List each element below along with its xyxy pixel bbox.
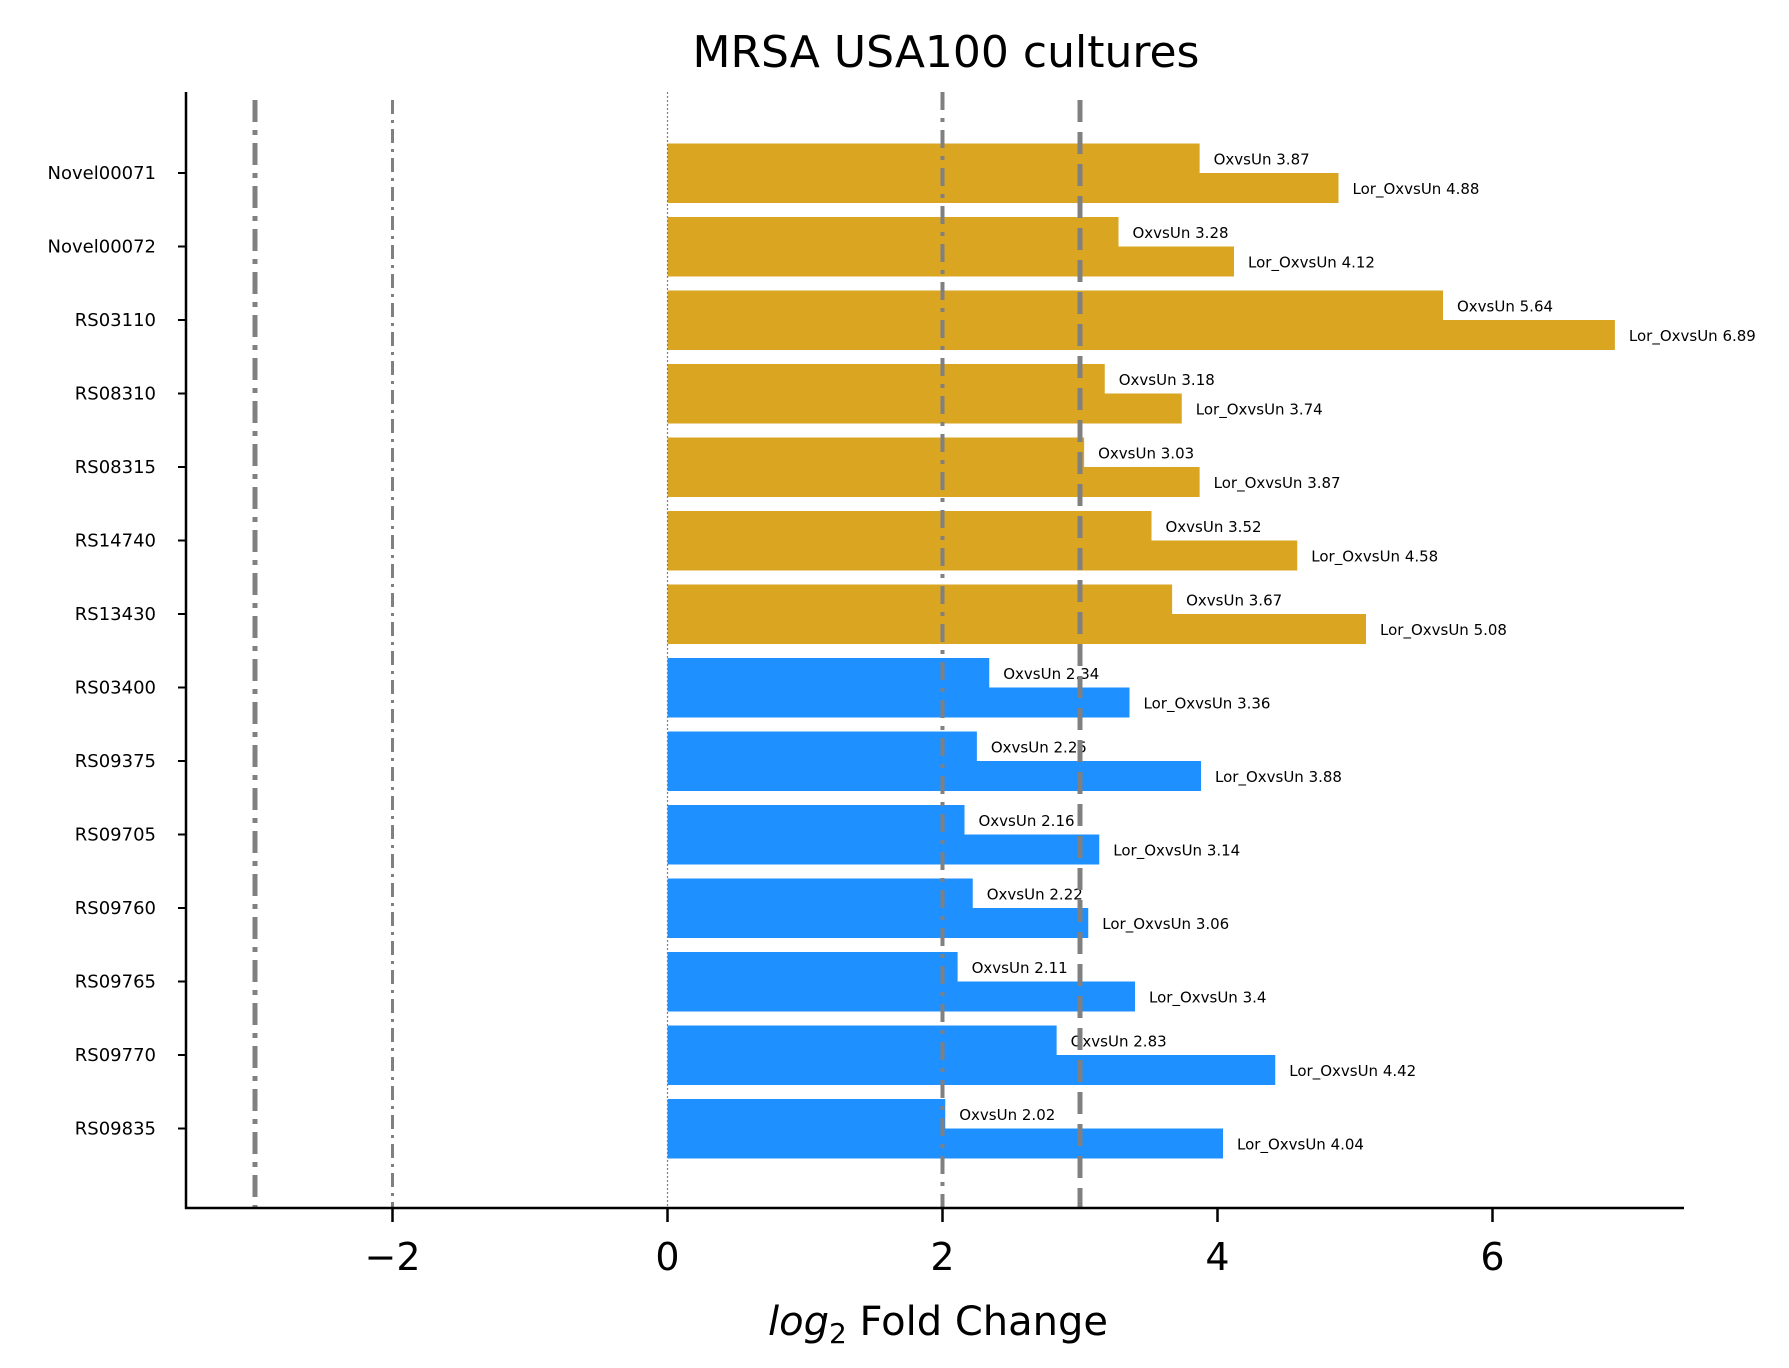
bar-rs09375-oxvsun bbox=[667, 731, 977, 762]
bar-label-rs09705-oxvsun: OxvsUn 2.16 bbox=[979, 812, 1075, 830]
bar-label-rs08315-lor-oxvsun: Lor_OxvsUn 3.87 bbox=[1214, 474, 1341, 493]
x-axis-label-log: log bbox=[768, 1299, 829, 1345]
bar-rs09705-oxvsun bbox=[667, 805, 965, 835]
bar-label-rs09375-lor-oxvsun: Lor_OxvsUn 3.88 bbox=[1215, 768, 1342, 787]
bar-rs09765-lor-oxvsun bbox=[667, 981, 1135, 1012]
y-tick-label-rs03110: RS03110 bbox=[75, 310, 156, 331]
bar-rs09375-lor-oxvsun bbox=[667, 761, 1201, 791]
bar-label-rs09705-lor-oxvsun: Lor_OxvsUn 3.14 bbox=[1113, 842, 1240, 861]
y-tick-label-rs09835: RS09835 bbox=[75, 1119, 156, 1140]
bar-rs09765-oxvsun bbox=[667, 952, 958, 982]
bar-label-rs08310-lor-oxvsun: Lor_OxvsUn 3.74 bbox=[1196, 401, 1323, 420]
bar-label-rs09760-oxvsun: OxvsUn 2.22 bbox=[987, 886, 1083, 904]
bar-rs09760-lor-oxvsun bbox=[667, 908, 1089, 938]
y-tick-label-novel00072: Novel00072 bbox=[48, 237, 156, 258]
bar-rs08315-lor-oxvsun bbox=[667, 467, 1200, 497]
y-tick-label-novel00071: Novel00071 bbox=[48, 163, 156, 184]
bar-rs09760-oxvsun bbox=[667, 878, 973, 909]
y-tick-label-rs14740: RS14740 bbox=[75, 531, 156, 552]
bar-label-rs03400-lor-oxvsun: Lor_OxvsUn 3.36 bbox=[1144, 695, 1271, 714]
x-tick-label-6: 6 bbox=[1480, 1235, 1504, 1279]
bar-label-novel00072-oxvsun: OxvsUn 3.28 bbox=[1133, 224, 1229, 242]
bar-label-rs09760-lor-oxvsun: Lor_OxvsUn 3.06 bbox=[1102, 915, 1229, 934]
bar-rs09770-lor-oxvsun bbox=[667, 1055, 1276, 1085]
bar-rs09835-oxvsun bbox=[667, 1099, 946, 1129]
bar-label-rs09375-oxvsun: OxvsUn 2.25 bbox=[991, 739, 1087, 757]
bar-rs13430-lor-oxvsun bbox=[667, 614, 1366, 644]
x-axis-label-text: Fold Change bbox=[847, 1299, 1108, 1345]
bar-rs14740-lor-oxvsun bbox=[667, 540, 1298, 571]
bar-label-rs09835-oxvsun: OxvsUn 2.02 bbox=[959, 1106, 1055, 1124]
x-tick-label-2: 2 bbox=[930, 1235, 954, 1279]
bar-novel00072-lor-oxvsun bbox=[667, 246, 1234, 277]
y-tick-label-rs09375: RS09375 bbox=[75, 751, 156, 772]
bar-rs03400-oxvsun bbox=[667, 658, 990, 688]
bar-label-rs13430-lor-oxvsun: Lor_OxvsUn 5.08 bbox=[1380, 621, 1507, 640]
bar-label-novel00071-oxvsun: OxvsUn 3.87 bbox=[1214, 151, 1310, 169]
bar-novel00071-lor-oxvsun bbox=[667, 173, 1339, 203]
reference-lines-group bbox=[252, 92, 1083, 1208]
bar-label-rs03110-lor-oxvsun: Lor_OxvsUn 6.89 bbox=[1629, 327, 1756, 346]
bar-label-rs08315-oxvsun: OxvsUn 3.03 bbox=[1098, 445, 1194, 463]
y-tick-label-rs09760: RS09760 bbox=[75, 898, 156, 919]
x-tick-label-m2: −2 bbox=[364, 1235, 420, 1279]
bar-label-novel00071-lor-oxvsun: Lor_OxvsUn 4.88 bbox=[1353, 180, 1480, 199]
bar-labels-group: OxvsUn 3.87 Lor_OxvsUn 4.88 OxvsUn 3.28 Lor… bbox=[959, 151, 1756, 1155]
y-tick-label-rs13430: RS13430 bbox=[75, 604, 156, 625]
y-tick-label-rs09705: RS09705 bbox=[75, 825, 156, 846]
bar-label-rs09770-lor-oxvsun: Lor_OxvsUn 4.42 bbox=[1289, 1062, 1416, 1081]
y-tick-label-rs08315: RS08315 bbox=[75, 457, 156, 478]
bar-novel00072-oxvsun bbox=[667, 217, 1119, 247]
bar-rs08315-oxvsun bbox=[667, 437, 1085, 468]
bar-rs03110-oxvsun bbox=[667, 290, 1443, 321]
bar-rs14740-oxvsun bbox=[667, 511, 1152, 541]
bar-label-rs09765-lor-oxvsun: Lor_OxvsUn 3.4 bbox=[1149, 989, 1266, 1008]
bar-rs09705-lor-oxvsun bbox=[667, 834, 1100, 865]
chart-title: MRSA USA100 cultures bbox=[693, 27, 1200, 78]
x-axis-label: log2 Fold Change bbox=[768, 1299, 1108, 1350]
bar-rs09835-lor-oxvsun bbox=[667, 1128, 1223, 1159]
y-tick-label-rs03400: RS03400 bbox=[75, 678, 156, 699]
bar-label-novel00072-lor-oxvsun: Lor_OxvsUn 4.12 bbox=[1248, 254, 1375, 273]
axes-group bbox=[184, 92, 1684, 1210]
bar-label-rs08310-oxvsun: OxvsUn 3.18 bbox=[1119, 371, 1215, 389]
y-ticks-group: Novel00071 Novel00072 RS03110 RS08310 RS0831… bbox=[48, 163, 186, 1140]
bar-rs08310-lor-oxvsun bbox=[667, 393, 1182, 424]
bars-group bbox=[667, 143, 1615, 1159]
x-tick-label-4: 4 bbox=[1205, 1235, 1229, 1279]
bar-rs08310-oxvsun bbox=[667, 364, 1105, 394]
bar-rs13430-oxvsun bbox=[667, 584, 1173, 615]
x-ticks-group: −2 0 2 4 6 bbox=[364, 1208, 1505, 1279]
bar-rs09770-oxvsun bbox=[667, 1025, 1057, 1056]
bar-label-rs09770-oxvsun: OxvsUn 2.83 bbox=[1071, 1033, 1167, 1051]
bar-novel00071-oxvsun bbox=[667, 143, 1200, 174]
x-axis-label-subscript: 2 bbox=[829, 1317, 847, 1350]
bar-label-rs09765-oxvsun: OxvsUn 2.11 bbox=[972, 959, 1068, 977]
bar-label-rs03110-oxvsun: OxvsUn 5.64 bbox=[1457, 298, 1553, 316]
y-tick-label-rs09765: RS09765 bbox=[75, 972, 156, 993]
x-tick-label-0: 0 bbox=[655, 1235, 679, 1279]
bar-rs03400-lor-oxvsun bbox=[667, 687, 1130, 718]
bar-label-rs03400-oxvsun: OxvsUn 2.34 bbox=[1003, 665, 1099, 683]
bar-rs03110-lor-oxvsun bbox=[667, 320, 1615, 350]
bar-label-rs09835-lor-oxvsun: Lor_OxvsUn 4.04 bbox=[1237, 1136, 1364, 1155]
bar-label-rs13430-oxvsun: OxvsUn 3.67 bbox=[1186, 592, 1282, 610]
y-tick-label-rs08310: RS08310 bbox=[75, 384, 156, 405]
bar-label-rs14740-lor-oxvsun: Lor_OxvsUn 4.58 bbox=[1311, 548, 1438, 567]
bar-label-rs14740-oxvsun: OxvsUn 3.52 bbox=[1166, 518, 1262, 536]
y-tick-label-rs09770: RS09770 bbox=[75, 1045, 156, 1066]
